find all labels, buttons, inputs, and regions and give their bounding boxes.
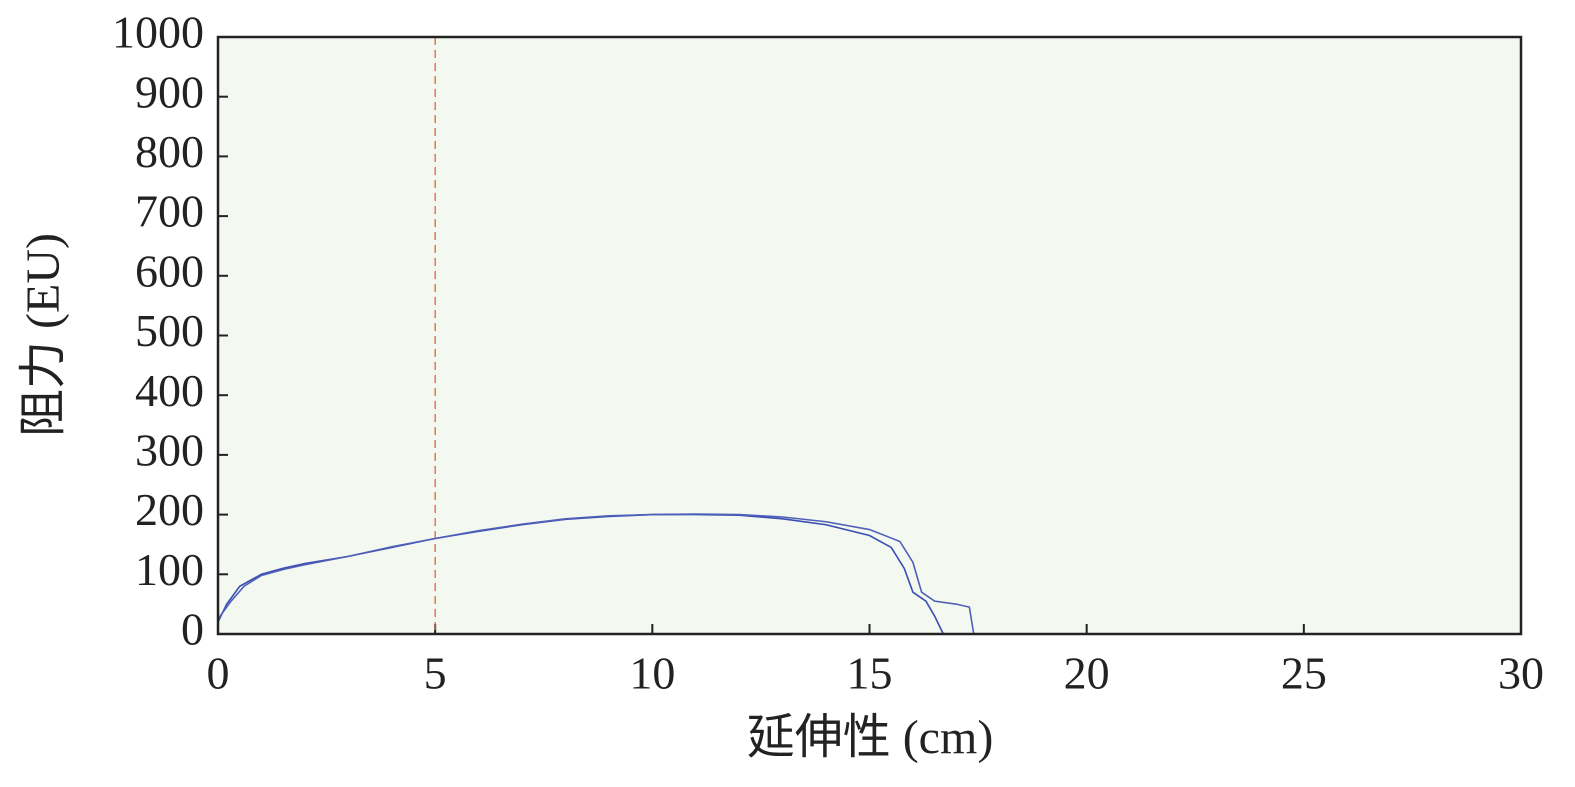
y-tick-label: 600 <box>135 245 204 296</box>
y-tick-label: 0 <box>181 604 204 655</box>
x-tick-label: 20 <box>1064 648 1110 699</box>
y-tick-label: 500 <box>135 305 204 356</box>
y-tick-label: 900 <box>135 66 204 117</box>
x-tick-label: 25 <box>1281 648 1327 699</box>
x-tick-label: 10 <box>629 648 675 699</box>
y-tick-label: 300 <box>135 424 204 475</box>
x-axis-title: 延伸性 (cm) <box>747 711 994 764</box>
x-tick-label: 5 <box>424 648 447 699</box>
y-tick-label: 800 <box>135 126 204 177</box>
y-tick-label: 200 <box>135 484 204 535</box>
plot-frame <box>216 35 1523 636</box>
x-tick-label: 15 <box>847 648 893 699</box>
y-axis-title: 阻力 (EU) <box>17 233 70 437</box>
x-tick-label: 30 <box>1498 648 1544 699</box>
data-line <box>217 513 975 635</box>
y-tick-label: 100 <box>135 544 204 595</box>
y-tick-label: 700 <box>135 186 204 237</box>
plot-background <box>218 37 1521 634</box>
y-tick-label: 1000 <box>112 7 204 58</box>
x-tick-label: 0 <box>207 648 230 699</box>
y-tick-label: 400 <box>135 365 204 416</box>
